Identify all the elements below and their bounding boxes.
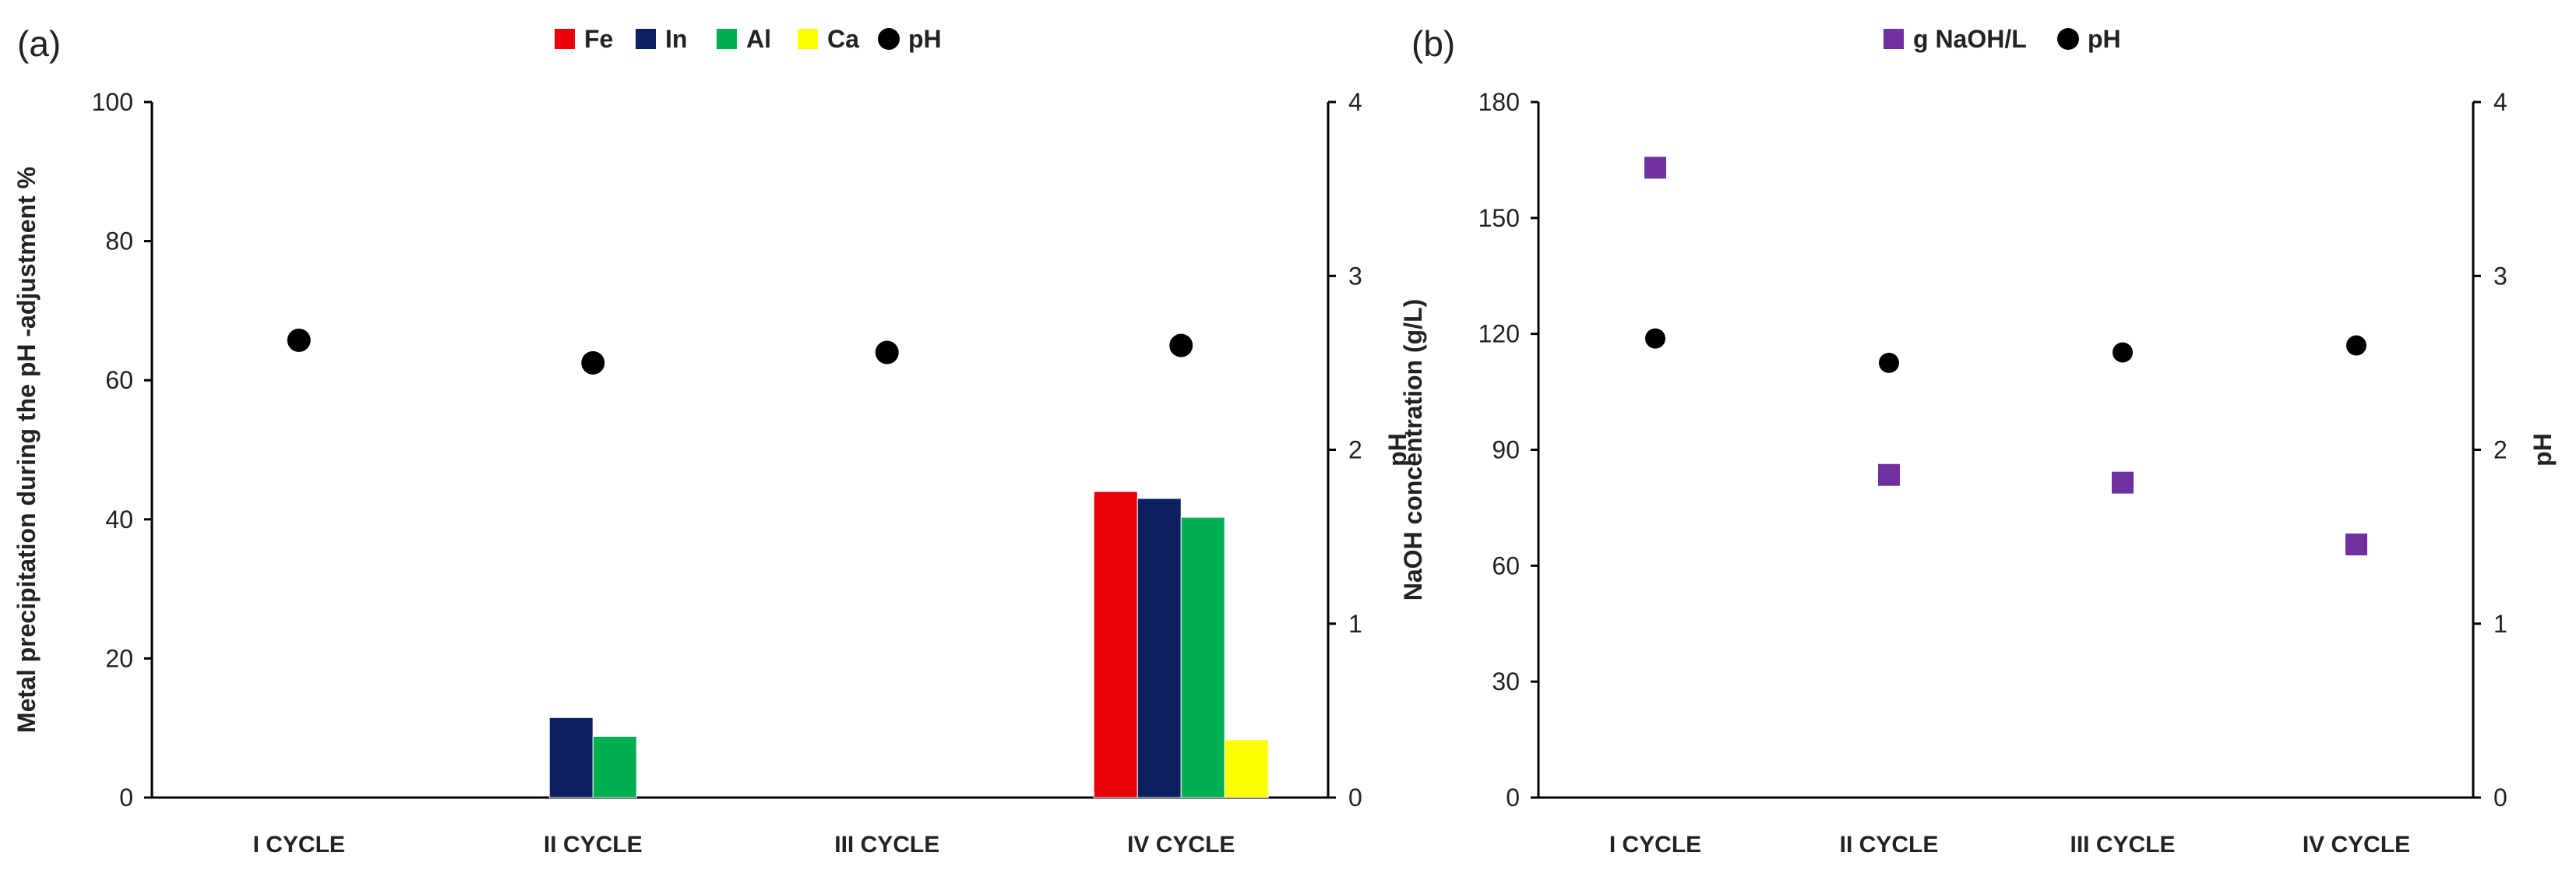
legend-label: pH xyxy=(908,25,942,53)
right-y-tick-label: 0 xyxy=(1348,784,1362,812)
bar-al-4 xyxy=(1180,516,1225,798)
bar-in-2 xyxy=(548,717,594,798)
ph-point-1 xyxy=(287,328,311,352)
legend-label: In xyxy=(665,25,687,53)
naoh-point-3 xyxy=(2112,471,2134,494)
right-y-tick-label: 4 xyxy=(2493,88,2507,116)
right-y-tick-label: 2 xyxy=(2493,436,2507,464)
left-y-axis-title: Metal precipitation during the pH -adjus… xyxy=(12,167,41,733)
x-category-label: II CYCLE xyxy=(1840,832,1939,858)
left-y-tick-label: 40 xyxy=(105,505,133,534)
right-y-tick-label: 1 xyxy=(2493,610,2507,638)
legend-marker-square xyxy=(798,29,818,49)
legend-marker-circle xyxy=(2057,28,2079,50)
right-y-tick-label: 3 xyxy=(1348,262,1362,290)
legend-marker-square xyxy=(555,29,575,49)
ph-point-4 xyxy=(1169,333,1193,357)
right-y-tick-label: 3 xyxy=(2493,262,2507,290)
left-y-tick-label: 80 xyxy=(105,227,133,255)
ph-point-1 xyxy=(1645,328,1665,349)
left-y-tick-label: 60 xyxy=(1492,551,1520,579)
left-y-tick-label: 180 xyxy=(1478,88,1520,116)
bar-ca-4 xyxy=(1224,739,1269,798)
panel-label: (b) xyxy=(1411,23,1455,64)
ph-point-2 xyxy=(581,350,605,375)
right-y-tick-label: 0 xyxy=(2493,784,2507,812)
left-y-tick-label: 100 xyxy=(92,88,133,116)
left-y-tick-label: 20 xyxy=(105,644,133,672)
x-category-label: IV CYCLE xyxy=(2303,832,2410,858)
right-y-tick-label: 1 xyxy=(1348,610,1362,638)
legend-marker-square xyxy=(717,29,737,49)
bar-in-4 xyxy=(1136,498,1182,798)
x-category-label: IV CYCLE xyxy=(1127,832,1235,858)
x-category-label: III CYCLE xyxy=(2070,832,2175,858)
legend-label: Al xyxy=(746,25,771,53)
legend-label: Ca xyxy=(827,25,859,53)
right-y-axis-title: pH xyxy=(2528,433,2557,467)
left-y-tick-label: 0 xyxy=(119,784,133,812)
right-y-axis-title: pH xyxy=(1383,433,1411,467)
ph-point-2 xyxy=(1879,352,1899,373)
x-category-label: I CYCLE xyxy=(253,832,345,858)
ph-point-3 xyxy=(2113,342,2133,363)
left-y-tick-label: 60 xyxy=(105,366,133,394)
bar-fe-4 xyxy=(1093,491,1138,798)
legend-label: Fe xyxy=(584,25,613,53)
legend-marker-square xyxy=(636,29,656,49)
legend-marker-circle xyxy=(878,28,900,50)
ph-point-3 xyxy=(875,340,899,365)
panel-label: (a) xyxy=(17,23,61,64)
legend-label: pH xyxy=(2088,25,2121,53)
left-y-tick-label: 150 xyxy=(1478,204,1520,232)
left-y-tick-label: 30 xyxy=(1492,667,1520,696)
left-y-tick-label: 0 xyxy=(1506,784,1520,812)
x-category-label: III CYCLE xyxy=(834,832,939,858)
left-y-tick-label: 90 xyxy=(1492,436,1520,464)
right-y-tick-label: 4 xyxy=(1348,88,1362,116)
bar-al-2 xyxy=(592,735,637,798)
left-y-tick-label: 120 xyxy=(1478,320,1520,348)
right-y-tick-label: 2 xyxy=(1348,436,1362,464)
x-category-label: II CYCLE xyxy=(544,832,643,858)
naoh-point-1 xyxy=(1644,157,1666,179)
legend-marker-square xyxy=(1884,29,1904,49)
naoh-point-4 xyxy=(2345,534,2367,556)
x-category-label: I CYCLE xyxy=(1609,832,1701,858)
left-y-axis-title: NaOH concentration (g/L) xyxy=(1399,299,1427,601)
naoh-point-2 xyxy=(1878,463,1900,486)
legend-label: g NaOH/L xyxy=(1913,25,2027,53)
ph-point-4 xyxy=(2346,335,2366,356)
